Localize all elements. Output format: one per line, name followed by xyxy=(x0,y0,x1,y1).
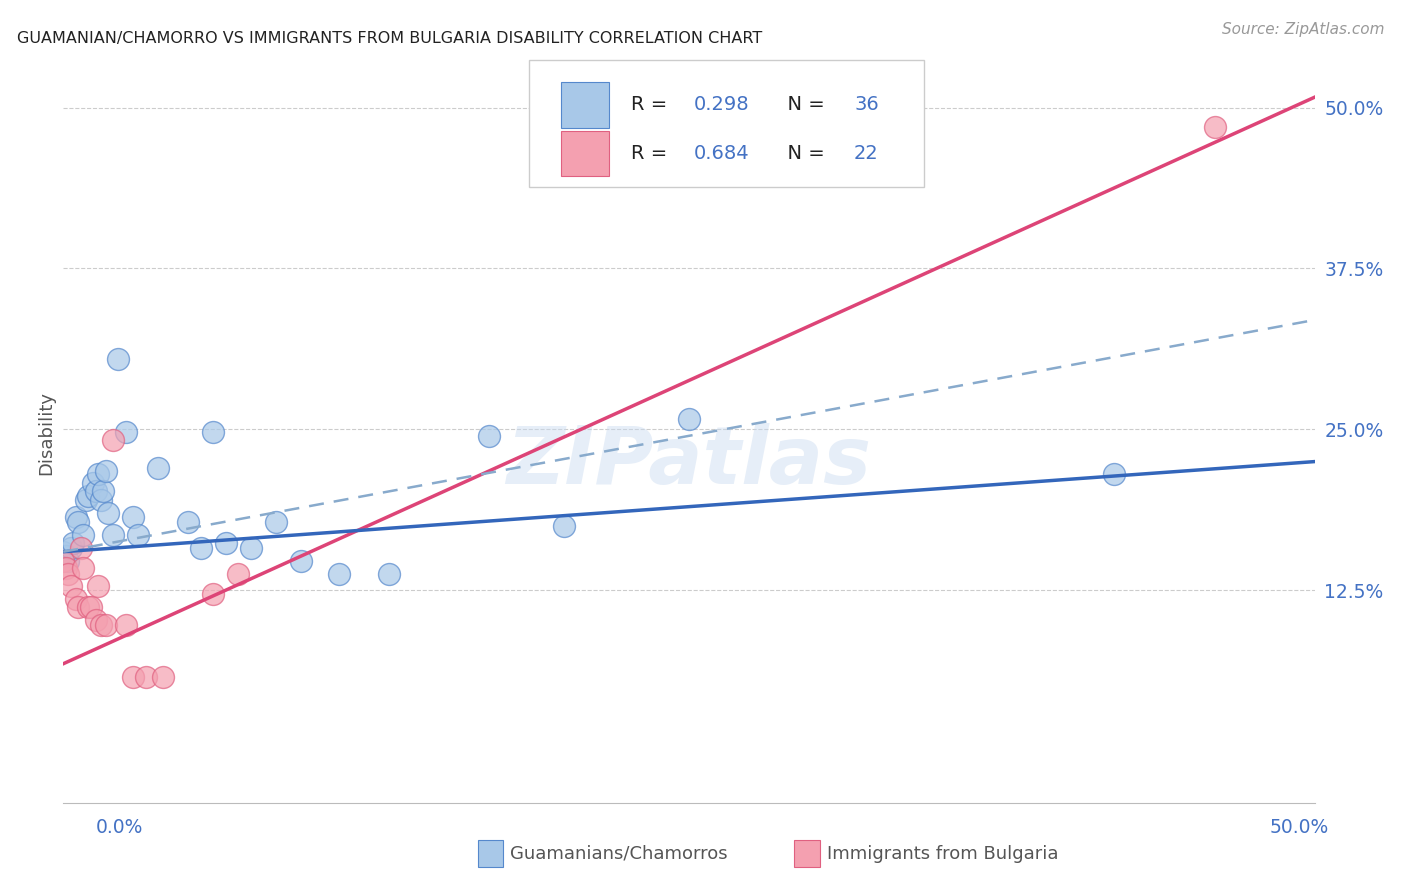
Text: Immigrants from Bulgaria: Immigrants from Bulgaria xyxy=(827,845,1059,863)
Point xyxy=(135,670,157,684)
Point xyxy=(90,493,112,508)
Point xyxy=(59,541,82,555)
Point xyxy=(103,433,125,447)
Point xyxy=(75,493,97,508)
Text: 22: 22 xyxy=(853,144,879,163)
Text: ZIPatlas: ZIPatlas xyxy=(506,423,872,501)
Point xyxy=(228,566,250,581)
Point xyxy=(152,670,174,684)
FancyBboxPatch shape xyxy=(529,61,924,186)
Point xyxy=(55,549,77,563)
Point xyxy=(190,541,212,555)
Point xyxy=(122,510,145,524)
Point xyxy=(202,425,225,439)
Point xyxy=(264,515,287,529)
Point xyxy=(94,464,117,478)
Text: 0.684: 0.684 xyxy=(695,144,749,163)
Point xyxy=(328,566,350,581)
Text: 0.0%: 0.0% xyxy=(96,818,143,838)
Point xyxy=(62,535,84,549)
Point xyxy=(72,528,94,542)
Point xyxy=(77,489,100,503)
Point xyxy=(80,600,103,615)
Point xyxy=(115,618,138,632)
Point xyxy=(103,528,125,542)
Text: R =: R = xyxy=(631,95,673,114)
Point xyxy=(148,461,170,475)
Text: N =: N = xyxy=(775,144,831,163)
Point xyxy=(72,561,94,575)
Text: R =: R = xyxy=(631,144,673,163)
Point xyxy=(84,484,107,499)
Point xyxy=(59,579,82,593)
Point xyxy=(87,579,110,593)
Point xyxy=(67,515,90,529)
Point xyxy=(202,587,225,601)
Text: 0.298: 0.298 xyxy=(695,95,749,114)
Point xyxy=(52,545,75,559)
FancyBboxPatch shape xyxy=(561,82,609,128)
Point xyxy=(115,425,138,439)
Point xyxy=(290,554,312,568)
Point xyxy=(1104,467,1126,482)
Point xyxy=(65,510,87,524)
Point xyxy=(67,600,90,615)
Point xyxy=(1204,120,1226,134)
Text: GUAMANIAN/CHAMORRO VS IMMIGRANTS FROM BULGARIA DISABILITY CORRELATION CHART: GUAMANIAN/CHAMORRO VS IMMIGRANTS FROM BU… xyxy=(17,31,762,46)
Text: N =: N = xyxy=(775,95,831,114)
Point xyxy=(87,467,110,482)
Point xyxy=(127,528,149,542)
Point xyxy=(82,476,104,491)
Point xyxy=(478,429,501,443)
Text: 50.0%: 50.0% xyxy=(1270,818,1329,838)
Y-axis label: Disability: Disability xyxy=(37,391,55,475)
Text: Source: ZipAtlas.com: Source: ZipAtlas.com xyxy=(1222,22,1385,37)
Point xyxy=(65,592,87,607)
Point xyxy=(177,515,200,529)
Point xyxy=(94,618,117,632)
Point xyxy=(55,561,77,575)
Point xyxy=(90,618,112,632)
Point xyxy=(215,535,238,549)
Point xyxy=(52,554,75,568)
Point xyxy=(377,566,399,581)
Point xyxy=(553,519,575,533)
Point xyxy=(84,613,107,627)
Point xyxy=(91,484,114,499)
Point xyxy=(58,554,80,568)
Point xyxy=(122,670,145,684)
Point xyxy=(678,412,700,426)
Point xyxy=(69,541,91,555)
Point xyxy=(58,566,80,581)
Text: 36: 36 xyxy=(853,95,879,114)
Point xyxy=(77,600,100,615)
Point xyxy=(97,506,120,520)
Text: Guamanians/Chamorros: Guamanians/Chamorros xyxy=(510,845,728,863)
Point xyxy=(107,351,129,366)
Point xyxy=(239,541,263,555)
FancyBboxPatch shape xyxy=(561,130,609,177)
